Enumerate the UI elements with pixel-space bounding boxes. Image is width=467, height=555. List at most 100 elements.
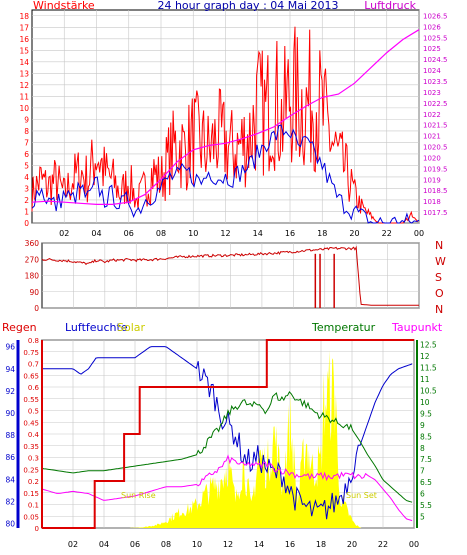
compass-label: N bbox=[435, 303, 443, 316]
direction-y-tick: 270 bbox=[25, 255, 40, 264]
pressure-y-tick: 1025.5 bbox=[423, 34, 448, 42]
temperature-y-tick: 9.5 bbox=[420, 409, 432, 418]
climate-panel: Regen Luftfeuchte Solar Temperatur Taupu… bbox=[2, 321, 443, 549]
rain-y-tick: 0.3 bbox=[28, 455, 39, 463]
temperature-y-tick: 6.5 bbox=[420, 478, 432, 487]
humidity-y-tick: 88 bbox=[5, 431, 15, 440]
wind-peak-series bbox=[31, 26, 419, 224]
direction-y-tick: 360 bbox=[25, 239, 40, 248]
wind-mean-series bbox=[31, 124, 420, 224]
climate-x-tick: 10 bbox=[192, 540, 202, 549]
wind-y-tick: 1 bbox=[24, 207, 29, 216]
direction-y-tick: 180 bbox=[25, 272, 40, 281]
humidity-y-tick: 82 bbox=[5, 497, 15, 506]
pressure-y-tick: 1020 bbox=[423, 154, 441, 162]
temperature-y-tick: 12 bbox=[420, 352, 430, 361]
humidity-y-tick: 96 bbox=[5, 343, 15, 352]
wind-y-tick: 3 bbox=[24, 184, 29, 193]
humidity-y-tick: 90 bbox=[5, 409, 15, 418]
sunset-label: Sun Set bbox=[346, 491, 377, 500]
pressure-y-tick: 1022 bbox=[423, 111, 441, 119]
temperature-y-tick: 9 bbox=[420, 421, 425, 430]
climate-x-tick: 18 bbox=[316, 540, 326, 549]
wind-y-tick: 15 bbox=[19, 46, 29, 55]
rain-y-tick: 0.45 bbox=[23, 419, 39, 427]
direction-y-tick: 0 bbox=[34, 304, 39, 313]
rain-y-tick: 0.1 bbox=[28, 502, 39, 510]
climate-x-tick: 02 bbox=[68, 540, 78, 549]
climate-x-tick: 04 bbox=[99, 540, 109, 549]
temperature-y-tick: 12.5 bbox=[420, 341, 437, 350]
solar-area bbox=[42, 350, 414, 528]
direction-series bbox=[41, 245, 419, 308]
direction-series bbox=[41, 245, 419, 306]
wind-y-tick: 5 bbox=[24, 161, 29, 170]
climate-x-tick: 22 bbox=[378, 540, 388, 549]
compass-label: O bbox=[435, 287, 444, 300]
wind-y-tick: 13 bbox=[19, 69, 29, 78]
wind-x-tick: 18 bbox=[317, 229, 327, 238]
solar-axis-label: Solar bbox=[117, 321, 146, 334]
temperature-y-tick: 11 bbox=[420, 375, 430, 384]
wind-y-tick: 7 bbox=[24, 138, 29, 147]
pressure-y-tick: 1023 bbox=[423, 89, 441, 97]
compass-label: S bbox=[435, 271, 442, 284]
rain-y-tick: 0.7 bbox=[28, 361, 39, 369]
pressure-y-tick: 1019 bbox=[423, 176, 441, 184]
wind-y-tick: 14 bbox=[19, 58, 29, 67]
rain-axis-label: Regen bbox=[2, 321, 37, 334]
dewpoint-series bbox=[41, 454, 413, 522]
temperature-y-tick: 11.5 bbox=[420, 364, 437, 373]
humidity-y-tick: 84 bbox=[5, 475, 15, 484]
temperature-y-tick: 6 bbox=[420, 490, 425, 499]
temperature-y-tick: 7 bbox=[420, 467, 425, 476]
pressure-series bbox=[31, 29, 420, 205]
pressure-y-tick: 1021 bbox=[423, 133, 441, 141]
pressure-y-tick: 1026.5 bbox=[423, 12, 448, 20]
pressure-y-tick: 1020.5 bbox=[423, 144, 448, 152]
pressure-y-tick: 1024.5 bbox=[423, 56, 448, 64]
wind-series bbox=[31, 26, 420, 224]
rain-y-tick: 0.2 bbox=[28, 478, 39, 486]
rain-y-tick: 0.4 bbox=[28, 431, 40, 439]
temperature-y-tick: 5.5 bbox=[420, 501, 432, 510]
rain-y-tick: 0.15 bbox=[23, 490, 39, 498]
temperature-y-tick: 8 bbox=[420, 444, 425, 453]
wind-y-tick: 4 bbox=[24, 173, 29, 182]
pressure-y-tick: 1017.5 bbox=[423, 209, 448, 217]
wind-x-tick: 12 bbox=[220, 229, 230, 238]
rain-y-tick: 0.8 bbox=[28, 337, 39, 345]
direction-y-tick: 90 bbox=[29, 288, 39, 297]
pressure-y-tick: 1018.5 bbox=[423, 187, 448, 195]
pressure-y-tick: 1018 bbox=[423, 198, 441, 206]
wind-pressure-panel: 24 hour graph day : 04 Mai 2013 Windstär… bbox=[19, 0, 447, 238]
compass-label: N bbox=[435, 239, 443, 252]
temperature-y-tick: 10 bbox=[420, 398, 430, 407]
climate-x-tick: 14 bbox=[254, 540, 264, 549]
wind-y-tick: 16 bbox=[19, 35, 29, 44]
wind-x-tick: 22 bbox=[382, 229, 392, 238]
humidity-y-tick: 80 bbox=[5, 520, 15, 529]
wind-x-tick: 04 bbox=[91, 229, 101, 238]
wind-x-tick: 08 bbox=[156, 229, 166, 238]
rain-y-tick: 0.5 bbox=[28, 408, 39, 416]
wind-y-tick: 12 bbox=[19, 81, 29, 90]
wind-y-tick: 18 bbox=[19, 12, 29, 21]
wind-y-tick: 0 bbox=[24, 219, 29, 228]
humidity-y-tick: 86 bbox=[5, 453, 15, 462]
pressure-y-tick: 1025 bbox=[423, 45, 441, 53]
pressure-y-tick: 1026 bbox=[423, 23, 441, 31]
rain-y-tick: 0 bbox=[35, 525, 39, 533]
climate-x-tick: 00 bbox=[409, 540, 419, 549]
wind-y-tick: 9 bbox=[24, 115, 29, 124]
climate-x-tick: 16 bbox=[285, 540, 295, 549]
direction-grid bbox=[42, 242, 420, 309]
climate-axes: 0 0.05 0.1 0.15 0.2 0.25 0.3 0.35 0.4 0.45 0.5 0.55… bbox=[5, 337, 436, 549]
climate-x-tick: 06 bbox=[130, 540, 140, 549]
pressure-axis-label: Luftdruck bbox=[364, 0, 416, 12]
pressure-y-tick: 1024 bbox=[423, 67, 441, 75]
wind-x-tick: 02 bbox=[59, 229, 69, 238]
